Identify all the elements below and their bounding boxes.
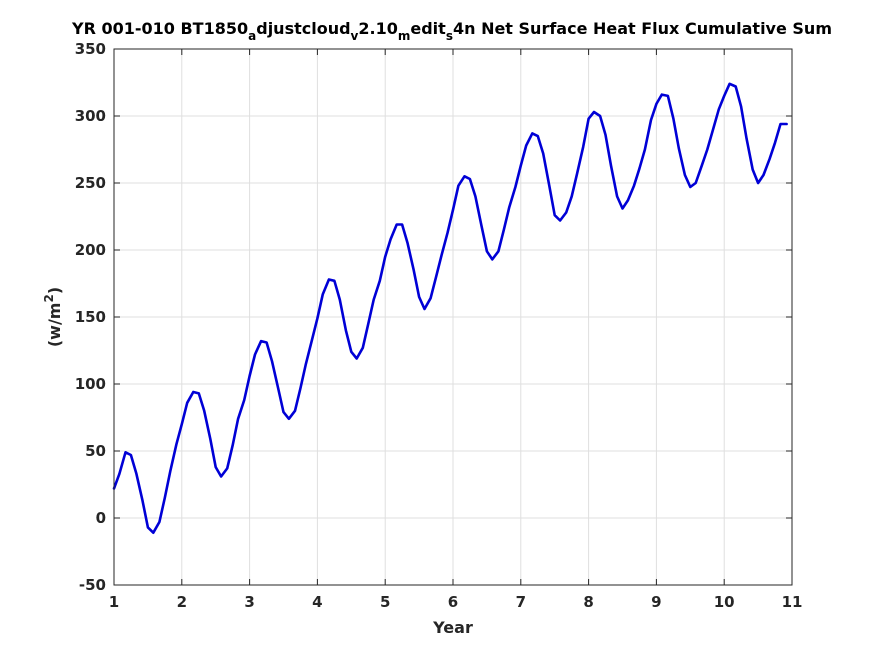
x-tick-label: 5 bbox=[380, 593, 390, 611]
x-tick-label: 8 bbox=[583, 593, 593, 611]
y-tick-label: 200 bbox=[75, 241, 106, 259]
chart-title: YR 001-010 BT1850adjustcloudv2.10medits4… bbox=[71, 19, 832, 43]
title-segment: YR 001-010 BT1850 bbox=[71, 19, 248, 38]
title-segment: edit bbox=[410, 19, 446, 38]
y-tick-label: 150 bbox=[75, 308, 106, 326]
y-label-superscript: 2 bbox=[42, 294, 56, 302]
x-tick-label: 6 bbox=[448, 593, 458, 611]
y-tick-label: -50 bbox=[79, 576, 106, 594]
y-label-close: ) bbox=[45, 287, 64, 294]
title-segment: 2.10 bbox=[358, 19, 397, 38]
x-tick-label: 3 bbox=[244, 593, 254, 611]
y-tick-label: 250 bbox=[75, 174, 106, 192]
y-tick-label: 0 bbox=[96, 509, 106, 527]
title-subscript: s bbox=[446, 29, 453, 43]
x-axis-label: Year bbox=[432, 618, 473, 637]
y-tick-label: 100 bbox=[75, 375, 106, 393]
title-segment: 4n Net Surface Heat Flux Cumulative Sum bbox=[453, 19, 832, 38]
title-segment: djustcloud bbox=[256, 19, 350, 38]
y-axis-label: (w/m2) bbox=[42, 287, 64, 347]
x-tick-labels: 1 2 3 4 5 6 7 8 9 10 11 bbox=[109, 593, 803, 611]
x-tick-label: 2 bbox=[177, 593, 187, 611]
y-tick-label: 300 bbox=[75, 107, 106, 125]
title-subscript: m bbox=[398, 29, 411, 43]
y-tick-label: 50 bbox=[85, 442, 106, 460]
y-tick-labels: -50 0 50 100 150 200 250 300 350 bbox=[75, 40, 106, 594]
x-tick-label: 4 bbox=[312, 593, 322, 611]
axis-ticks bbox=[113, 48, 793, 586]
x-tick-label: 11 bbox=[782, 593, 803, 611]
title-subscript: a bbox=[248, 29, 256, 43]
x-tick-label: 10 bbox=[714, 593, 735, 611]
x-tick-label: 1 bbox=[109, 593, 119, 611]
y-tick-label: 350 bbox=[75, 40, 106, 58]
x-tick-label: 9 bbox=[651, 593, 661, 611]
x-tick-label: 7 bbox=[516, 593, 526, 611]
y-label-base: (w/m bbox=[45, 303, 64, 348]
series-line-cumulative-sum bbox=[112, 82, 788, 535]
title-subscript: v bbox=[351, 29, 359, 43]
